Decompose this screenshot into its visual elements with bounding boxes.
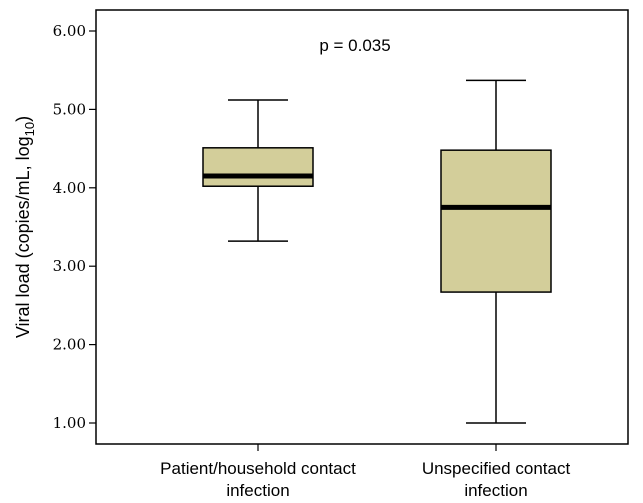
y-tick-label: 3.00 [53,257,86,275]
x-category-label: infection [464,481,527,500]
p-value-annotation: p = 0.035 [319,36,390,55]
boxes-layer [202,79,552,424]
iqr-box [202,147,314,187]
y-axis-title: Viral load (copies/mL, log10) [13,116,37,338]
y-tick-label: 2.00 [53,336,86,354]
x-category-label: Unspecified contact [422,459,571,478]
y-tick-label: 6.00 [53,22,86,40]
y-tick-label: 5.00 [53,100,86,118]
box-group [440,79,552,424]
y-tick-label: 4.00 [53,179,86,197]
y-tick-label: 1.00 [53,414,86,432]
iqr-box [440,149,552,293]
plot-frame [95,9,629,445]
y-axis-ticks: 1.00 2.00 3.00 4.00 5.00 6.00 [53,22,96,432]
box-group [202,99,314,242]
x-axis-ticks: Patient/household contact infection Unspec… [160,444,570,500]
x-category-label: infection [226,481,289,500]
x-category-label: Patient/household contact [160,459,356,478]
